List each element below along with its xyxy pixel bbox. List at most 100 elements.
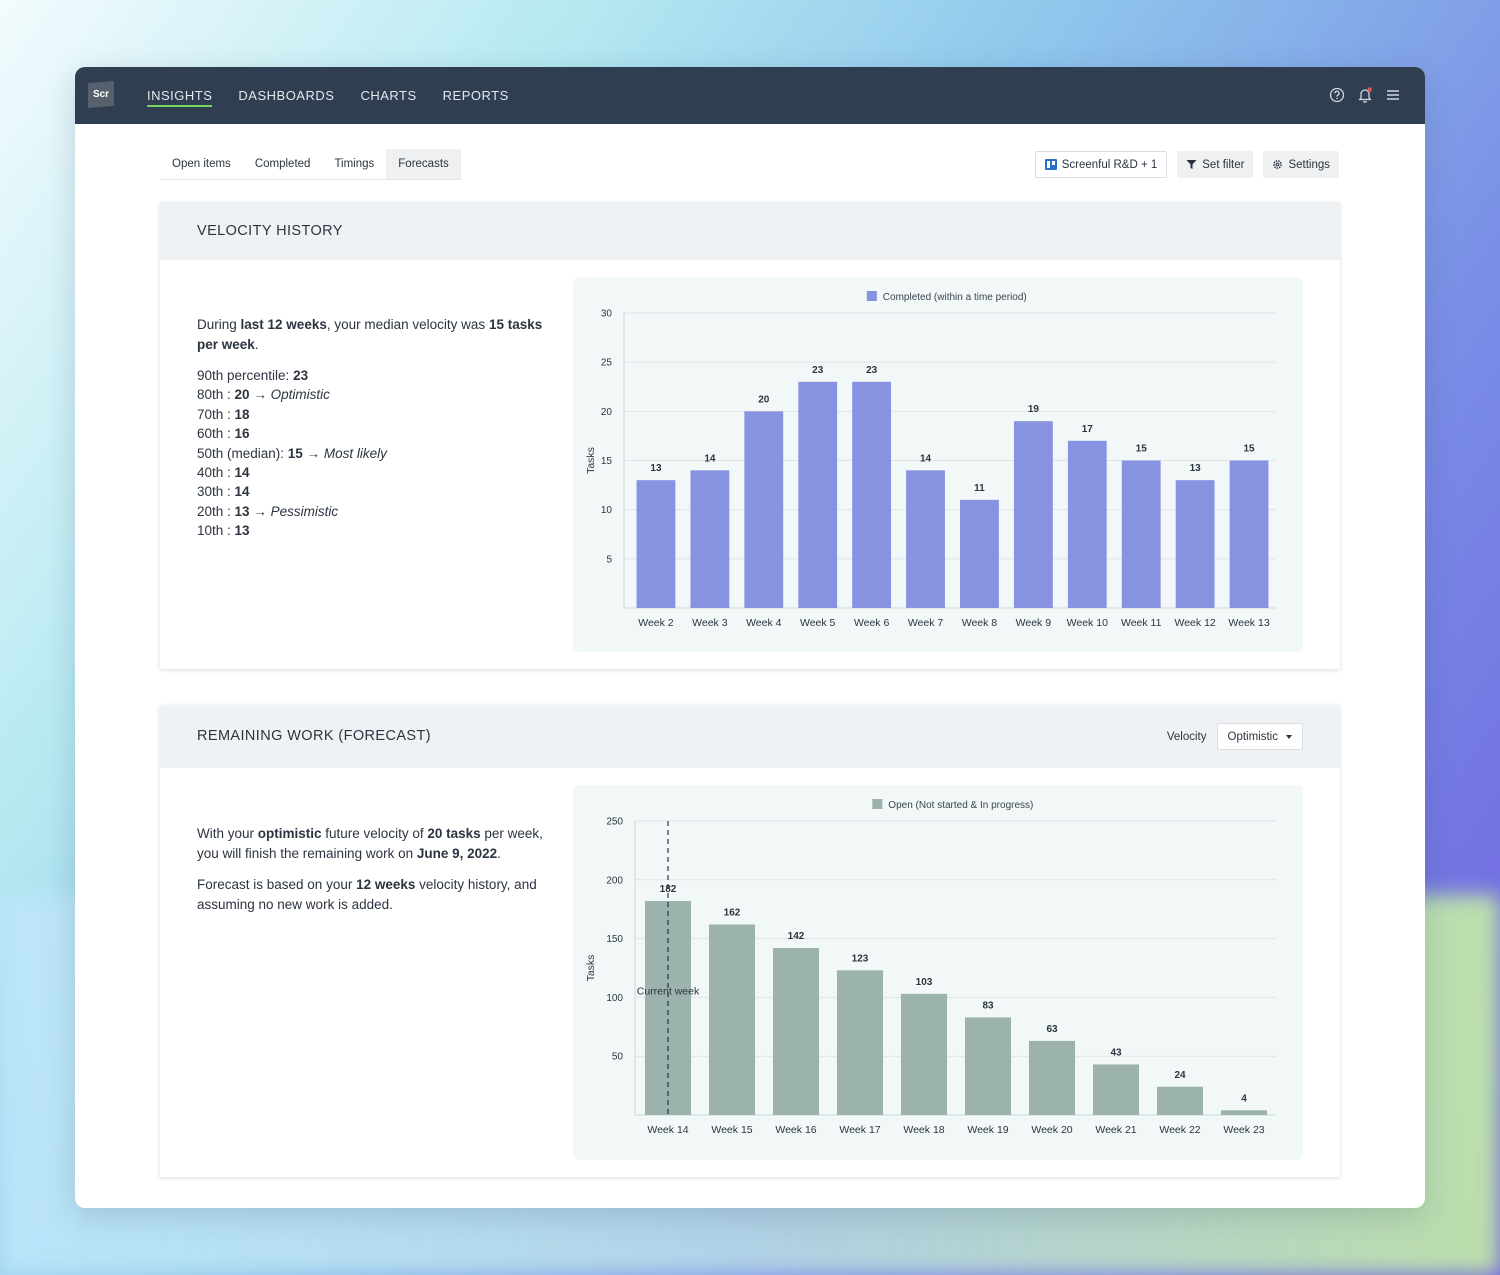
y-tick-label: 50 [612,1052,624,1063]
bar-value-label: 63 [1046,1024,1058,1035]
remaining-work-card: REMAINING WORK (FORECAST) Velocity Optim… [160,705,1340,1177]
percentile-row: 50th (median): 15 → Most likely [197,445,387,461]
nav-charts[interactable]: CHARTS [360,88,417,103]
bar [636,480,676,608]
nav-dashboards[interactable]: DASHBOARDS [238,88,335,103]
x-tick-label: Week 8 [962,617,998,629]
forecast-basis-text: Forecast is based on your 12 weeks veloc… [197,877,537,912]
caret-down-icon [1286,734,1292,739]
y-tick-label: 100 [606,993,623,1004]
y-tick-label: 30 [601,309,613,320]
card-header: VELOCITY HISTORY [160,202,1340,260]
bar-value-label: 17 [1082,424,1094,435]
app-logo[interactable]: Scr [88,81,114,108]
velocity-label: Velocity [1166,730,1207,743]
bar-value-label: 19 [1028,404,1040,415]
legend-swatch [872,799,883,809]
toolbar: Screenful R&D + 1 Set filter Settings [1034,151,1339,178]
settings-label: Settings [1288,158,1330,171]
bar-value-label: 4 [1241,1093,1247,1104]
bar [906,470,945,608]
bar-value-label: 13 [650,463,662,474]
bar [708,924,756,1115]
x-tick-label: Week 15 [711,1124,752,1136]
x-tick-label: Week 17 [839,1124,880,1136]
percentile-row: 10th : 13 [197,523,250,539]
bar [744,411,784,608]
board-selector-label: Screenful R&D + 1 [1061,158,1158,171]
bar-value-label: 123 [852,953,869,964]
x-tick-label: Week 2 [638,617,674,629]
velocity-history-card: VELOCITY HISTORY During last 12 weeks, y… [160,202,1340,669]
tab-timings[interactable]: Timings [334,158,375,170]
gear-icon [1273,160,1283,169]
bar-value-label: 103 [916,977,933,988]
set-filter-label: Set filter [1202,158,1245,171]
app-window: Scr INSIGHTS DASHBOARDS CHARTS REPORTS O… [75,67,1425,1208]
bar [1121,460,1161,608]
bar-value-label: 15 [1243,444,1255,455]
x-tick-label: Week 21 [1095,1124,1136,1136]
forecast-finish-text: With your optimistic future velocity of … [197,826,543,861]
percentile-row: 40th : 14 [197,465,250,481]
current-week-label: Current week [637,986,700,998]
y-tick-label: 250 [606,817,623,828]
tab-open-items[interactable]: Open items [172,158,231,170]
bar [772,948,820,1115]
velocity-chart-svg: 5 10 15 20 25 30 Tasks Completed (within a time… [585,291,1276,629]
x-tick-label: Week 7 [908,617,944,629]
bar [900,993,948,1115]
remaining-work-chart-svg: 50 100 150 200 250 Tasks Open (Not started & I… [585,799,1276,1136]
forecast-summary: With your optimistic future velocity of … [197,824,557,926]
x-tick-label: Week 16 [775,1124,816,1136]
bar [1220,1110,1268,1115]
velocity-select-value: Optimistic [1227,730,1278,743]
bar-value-label: 142 [788,931,805,942]
x-tick-label: Week 23 [1223,1124,1264,1136]
percentile-row: 70th : 18 [197,406,250,422]
bar-value-label: 14 [704,453,716,464]
bar [644,900,692,1115]
bar [852,381,892,608]
x-tick-label: Week 14 [647,1124,688,1136]
tab-completed[interactable]: Completed [254,158,311,170]
bar [798,381,838,608]
nav-insights[interactable]: INSIGHTS [147,67,213,124]
legend-swatch [866,291,877,301]
set-filter-button[interactable]: Set filter [1177,151,1254,178]
velocity-select[interactable]: Optimistic [1216,723,1303,750]
bar [1156,1086,1204,1115]
board-selector-button[interactable]: Screenful R&D + 1 [1034,151,1168,178]
bell-icon[interactable] [1355,85,1375,105]
y-tick-label: 15 [601,456,613,467]
y-tick-label: 10 [601,505,613,516]
tab-forecasts[interactable]: Forecasts [386,149,461,179]
topbar-icons [1327,85,1403,105]
bar-value-label: 13 [1190,463,1202,474]
x-tick-label: Week 22 [1159,1124,1200,1136]
y-tick-label: 5 [606,554,612,565]
x-tick-label: Week 20 [1031,1124,1072,1136]
velocity-chart: 5 10 15 20 25 30 Tasks Completed (within a time… [573,277,1303,652]
percentile-row: 60th : 16 [197,426,250,442]
percentile-row: 80th : 20 → Optimistic [197,387,330,403]
filter-icon [1186,160,1197,169]
hamburger-menu-icon[interactable] [1383,85,1403,105]
velocity-control: Velocity Optimistic [1167,723,1303,750]
percentile-list: 90th percentile: 23 80th : 20 → Optimisti… [197,366,557,541]
bar [836,970,884,1115]
bar-value-label: 14 [920,453,932,464]
bar [690,470,730,608]
x-tick-label: Week 19 [967,1124,1008,1136]
settings-button[interactable]: Settings [1263,151,1339,178]
bar [1028,1040,1076,1115]
help-circle-icon[interactable] [1327,85,1347,105]
bar-value-label: 24 [1174,1070,1186,1081]
bar-value-label: 20 [758,394,770,405]
bar-value-label: 11 [974,483,985,494]
x-tick-label: Week 4 [746,617,782,629]
bar-value-label: 43 [1110,1047,1122,1058]
y-axis-label: Tasks [585,955,597,982]
nav-reports[interactable]: REPORTS [442,88,509,103]
y-tick-label: 20 [601,407,613,418]
